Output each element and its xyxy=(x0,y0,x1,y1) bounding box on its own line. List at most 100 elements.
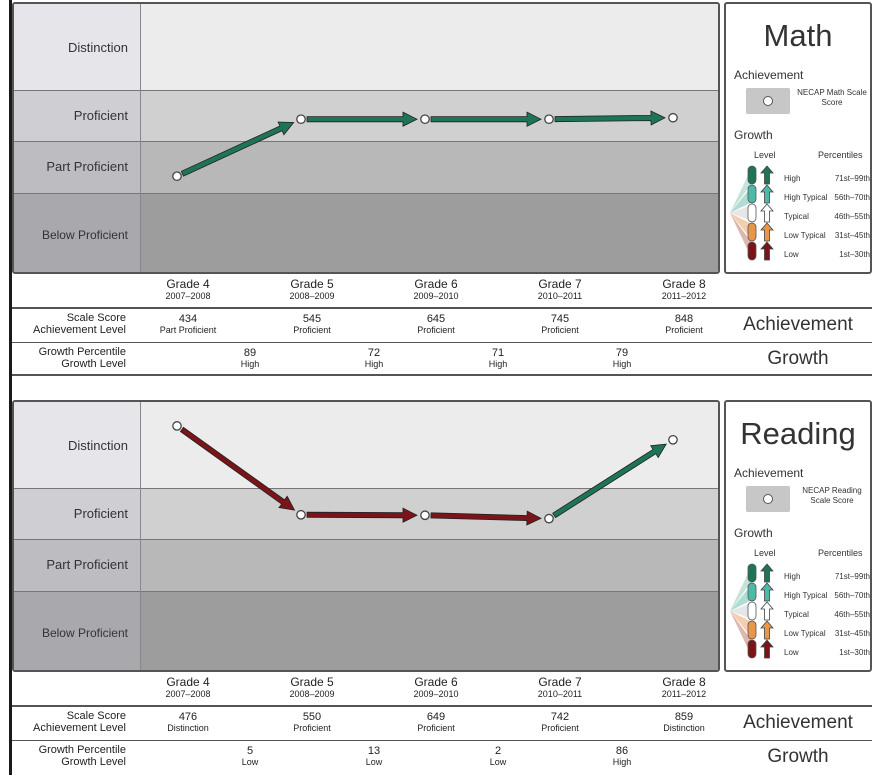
math-panel: Distinction Proficient Part Proficient B… xyxy=(12,0,872,380)
achievement-level-value: Proficient xyxy=(541,325,579,335)
legend-achievement-label: Achievement xyxy=(734,466,804,480)
grade-year: 2008–2009 xyxy=(289,291,335,301)
legend-fan-1 xyxy=(730,565,752,611)
scale-score-value: 848 xyxy=(674,313,694,325)
legend-pill-4 xyxy=(747,620,757,640)
grade-name: Grade 8 xyxy=(662,675,706,689)
legend-level-pct: 31st–45th xyxy=(834,629,870,638)
label-bg xyxy=(14,193,140,272)
growth-percentile-value: 79 xyxy=(615,347,629,359)
math-chart: Distinction Proficient Part Proficient B… xyxy=(12,2,720,274)
growth-level-value: High xyxy=(612,757,632,767)
growth-percentile-value: 2 xyxy=(494,745,502,757)
growth-level-value: High xyxy=(612,359,632,369)
legend-arrow-1 xyxy=(760,563,774,583)
table-rule xyxy=(12,740,872,741)
grade-year: 2011–2012 xyxy=(661,689,707,699)
legend-level-name: Typical xyxy=(784,212,809,221)
grade-name: Grade 5 xyxy=(290,277,334,291)
score-point-5 xyxy=(668,112,678,123)
grade-label: Grade 5 2008–2009 xyxy=(262,277,362,302)
score-point-5 xyxy=(668,434,678,445)
legend-fan-3 xyxy=(730,603,752,619)
growth-side-label: Growth xyxy=(767,746,829,767)
legend-pill-2 xyxy=(747,184,757,204)
growth-arrow-3 xyxy=(430,111,542,127)
grade-label: Grade 4 2007–2008 xyxy=(138,675,238,700)
legend-fan-5 xyxy=(730,611,752,657)
grade-label: Grade 6 2009–2010 xyxy=(386,277,486,302)
legend-marker-text: NECAP Reading Scale Score xyxy=(802,486,862,505)
scale-score-label: Scale Score xyxy=(66,710,126,722)
legend-level-name: High xyxy=(784,572,801,581)
legend-level-name: Low Typical xyxy=(784,231,826,240)
grade-name: Grade 5 xyxy=(290,675,334,689)
achievement-level-value: Proficient xyxy=(293,723,331,733)
grade-label: Grade 7 2010–2011 xyxy=(510,278,610,302)
band-label-below-proficient: Below Proficient xyxy=(41,228,128,242)
grade-name: Grade 4 xyxy=(166,675,210,689)
scale-score-value: 545 xyxy=(302,313,322,325)
legend-level-pct: 46th–55th xyxy=(834,212,870,221)
band-divider xyxy=(14,488,718,489)
legend-growth-label: Growth xyxy=(734,128,773,142)
score-cell: 745 Proficient xyxy=(505,313,615,336)
legend-marker-text: NECAP Math Scale Score xyxy=(797,88,867,107)
legend-pill-1 xyxy=(747,165,757,185)
legend-score-marker xyxy=(746,486,790,512)
legend-level-high-typical: High Typical 56th–70th xyxy=(784,591,872,600)
band-label-distinction: Distinction xyxy=(68,40,128,55)
score-point-2 xyxy=(296,509,306,520)
grade-label: Grade 8 2011–2012 xyxy=(634,278,734,302)
legend-fan-4 xyxy=(730,213,752,240)
legend-level-name: Low xyxy=(784,250,799,259)
achievement-level-value: Proficient xyxy=(417,723,455,733)
grade-year: 2009–2010 xyxy=(413,689,459,699)
legend-pill-1 xyxy=(747,563,757,583)
growth-cell: 79 High xyxy=(567,347,677,370)
score-cell: 848 Proficient xyxy=(629,313,739,336)
legend-level-pct: 1st–30th xyxy=(839,648,870,657)
legend-arrow-1 xyxy=(760,165,774,185)
legend-level-pct: 71st–99th xyxy=(834,572,870,581)
legend-marker-dot xyxy=(763,96,773,106)
score-point-1 xyxy=(172,171,182,182)
band-divider xyxy=(14,591,718,592)
growth-legend-graphic xyxy=(730,165,774,261)
growth-percentile-value: 71 xyxy=(491,347,505,359)
scale-score-value: 859 xyxy=(674,711,694,723)
legend-fan-5 xyxy=(730,213,752,259)
label-column-divider xyxy=(140,4,141,272)
legend-arrow-2 xyxy=(760,184,774,204)
score-point-2 xyxy=(296,114,306,125)
growth-cell: 86 High xyxy=(567,745,677,768)
legend-level-pct: 56th–70th xyxy=(834,193,870,202)
legend-fan-2 xyxy=(730,584,752,611)
grade-year: 2011–2012 xyxy=(661,291,707,301)
grade-label: Grade 7 2010–2011 xyxy=(510,676,610,700)
grade-year: 2010–2011 xyxy=(537,689,583,699)
grade-name: Grade 6 xyxy=(414,277,458,291)
achievement-level-value: Part Proficient xyxy=(159,325,217,335)
legend-level-pct: 31st–45th xyxy=(834,231,870,240)
scale-score-value: 476 xyxy=(178,711,198,723)
growth-level-value: High xyxy=(488,359,508,369)
grade-year: 2008–2009 xyxy=(289,689,335,699)
label-bg xyxy=(14,402,140,488)
reading-legend: Reading Achievement NECAP Reading Scale … xyxy=(724,400,872,672)
score-point-4 xyxy=(544,114,554,125)
growth-arrow-4 xyxy=(554,110,666,126)
legend-percentiles-header: Percentiles xyxy=(818,150,863,160)
achievement-level-value: Proficient xyxy=(293,325,331,335)
growth-percentile-label: Growth Percentile xyxy=(38,346,126,358)
growth-cell: 13 Low xyxy=(319,745,429,768)
legend-achievement-label: Achievement xyxy=(734,68,804,82)
legend-fan-2 xyxy=(730,186,752,213)
growth-percentile-value: 89 xyxy=(243,347,257,359)
label-bg xyxy=(14,141,140,193)
score-cell: 545 Proficient xyxy=(257,313,367,336)
growth-level-label: Growth Level xyxy=(61,756,126,768)
legend-arrow-5 xyxy=(760,639,774,659)
score-point-1 xyxy=(172,421,182,431)
score-point-4 xyxy=(544,513,554,524)
